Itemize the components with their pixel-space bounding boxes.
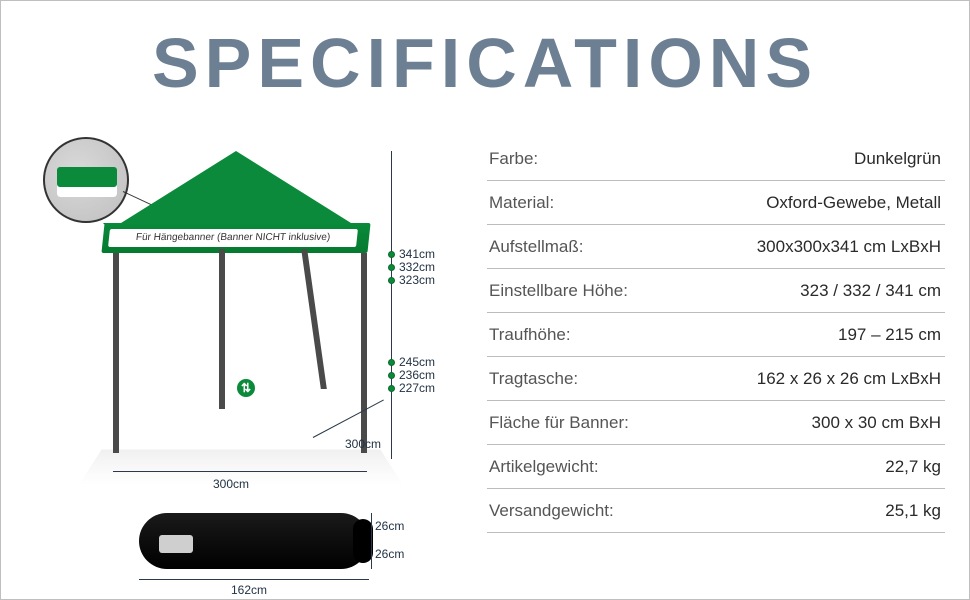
dim-eave-1: 245cm [399, 355, 435, 369]
table-row: Artikelgewicht: 22,7 kg [487, 445, 945, 489]
spec-value: Dunkelgrün [854, 149, 941, 169]
dim-eave-3: 227cm [399, 381, 435, 395]
bullet-icon [388, 251, 395, 258]
dim-peak-1: 341cm [399, 247, 435, 261]
depth-ruler [313, 400, 384, 438]
dim-bag-side-a: 26cm [375, 519, 404, 533]
bag-side-ruler [371, 513, 372, 569]
table-row: Tragtasche: 162 x 26 x 26 cm LxBxH [487, 357, 945, 401]
spec-label: Artikelgewicht: [489, 457, 599, 477]
spec-label: Fläche für Banner: [489, 413, 629, 433]
spec-value: 25,1 kg [885, 501, 941, 521]
bullet-icon [388, 359, 395, 366]
table-row: Farbe: Dunkelgrün [487, 137, 945, 181]
dim-width: 300cm [213, 477, 249, 491]
content-row: Für Hängebanner (Banner NICHT inklusive)… [1, 131, 969, 591]
bullet-icon [388, 264, 395, 271]
spec-label: Aufstellmaß: [489, 237, 583, 257]
dim-bag-side-b: 26cm [375, 547, 404, 561]
spec-value: 22,7 kg [885, 457, 941, 477]
dim-peak-2: 332cm [399, 260, 435, 274]
spec-label: Tragtasche: [489, 369, 578, 389]
detail-callout [43, 137, 129, 223]
spec-value: 323 / 332 / 341 cm [800, 281, 941, 301]
table-row: Versandgewicht: 25,1 kg [487, 489, 945, 533]
bag-length-ruler [139, 579, 369, 580]
dim-bag-length: 162cm [231, 583, 267, 597]
banner-strip: Für Hängebanner (Banner NICHT inklusive) [108, 229, 358, 247]
canopy-roof [121, 151, 351, 223]
spec-value: Oxford-Gewebe, Metall [766, 193, 941, 213]
table-row: Einstellbare Höhe: 323 / 332 / 341 cm [487, 269, 945, 313]
spec-label: Material: [489, 193, 554, 213]
spec-value: 300 x 30 cm BxH [812, 413, 941, 433]
table-row: Traufhöhe: 197 – 215 cm [487, 313, 945, 357]
height-adjust-icon [237, 379, 255, 397]
dim-depth: 300cm [345, 437, 381, 451]
carry-bag [139, 513, 369, 569]
spec-value: 162 x 26 x 26 cm LxBxH [757, 369, 941, 389]
page-title: SPECIFICATIONS [1, 23, 969, 103]
leg-back-left [219, 249, 225, 409]
spec-label: Einstellbare Höhe: [489, 281, 628, 301]
height-ruler [391, 151, 392, 459]
table-row: Fläche für Banner: 300 x 30 cm BxH [487, 401, 945, 445]
leg-back-right [301, 249, 327, 389]
spec-label: Farbe: [489, 149, 538, 169]
bullet-icon [388, 372, 395, 379]
dim-peak-3: 323cm [399, 273, 435, 287]
bullet-icon [388, 385, 395, 392]
leg-front-left [113, 253, 119, 453]
spec-label: Traufhöhe: [489, 325, 571, 345]
dim-eave-2: 236cm [399, 368, 435, 382]
product-diagram: Für Hängebanner (Banner NICHT inklusive)… [13, 131, 463, 591]
spec-value: 197 – 215 cm [838, 325, 941, 345]
width-ruler [113, 471, 367, 472]
spec-value: 300x300x341 cm LxBxH [757, 237, 941, 257]
table-row: Material: Oxford-Gewebe, Metall [487, 181, 945, 225]
bullet-icon [388, 277, 395, 284]
spec-table: Farbe: Dunkelgrün Material: Oxford-Geweb… [487, 137, 945, 591]
spec-label: Versandgewicht: [489, 501, 614, 521]
table-row: Aufstellmaß: 300x300x341 cm LxBxH [487, 225, 945, 269]
leg-front-right [361, 253, 367, 453]
